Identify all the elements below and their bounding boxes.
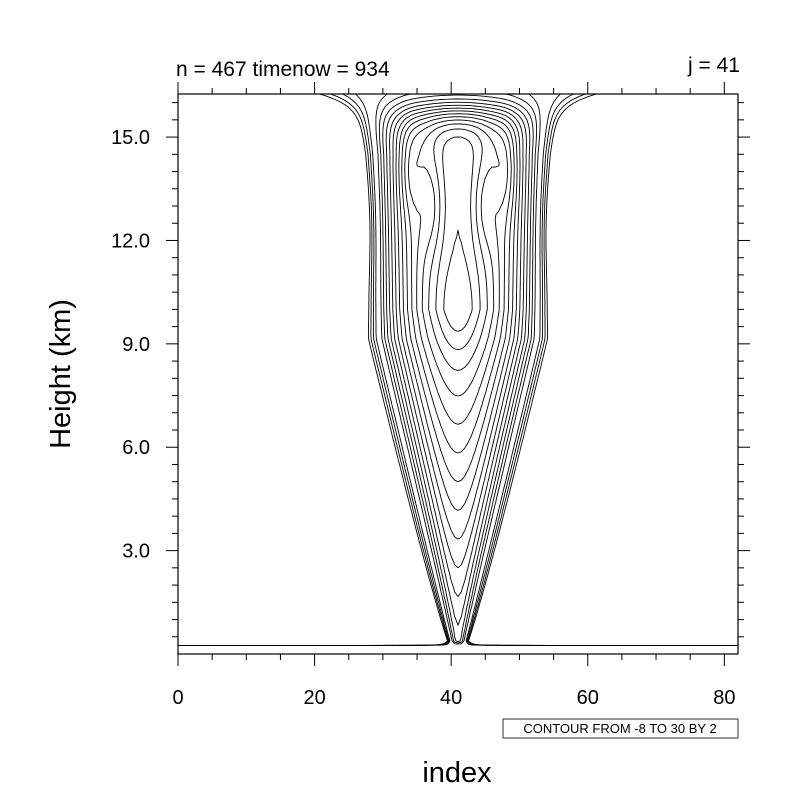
contour-line-level-18 bbox=[401, 113, 515, 483]
x-tick-label: 0 bbox=[172, 687, 183, 709]
contour-line-level-20 bbox=[404, 116, 512, 454]
contour-lines bbox=[178, 93, 738, 646]
contour-line-level-26 bbox=[428, 128, 488, 371]
contour-info-label: CONTOUR FROM -8 TO 30 BY 2 bbox=[523, 721, 716, 736]
y-axis: 3.0 6.0 9.0 12.0 15.0 bbox=[111, 102, 750, 638]
x-tick-label: 80 bbox=[713, 687, 735, 709]
contour-line-level-16 bbox=[398, 110, 518, 511]
y-axis-title: Height (km) bbox=[45, 299, 77, 449]
contour-line-level--8 bbox=[178, 93, 738, 646]
chart-title-right: j = 41 bbox=[687, 54, 740, 77]
x-tick-label: 40 bbox=[440, 687, 462, 709]
y-tick-label: 6.0 bbox=[122, 437, 150, 459]
contour-line-level-24 bbox=[416, 123, 500, 397]
y-tick-label: 15.0 bbox=[111, 127, 150, 149]
contour-line-level--6 bbox=[178, 93, 738, 646]
x-tick-label: 20 bbox=[303, 687, 325, 709]
contour-line-level-30 bbox=[443, 229, 473, 332]
x-axis-title: index bbox=[422, 757, 492, 789]
contour-line-level-22 bbox=[408, 119, 508, 425]
contour-info-box bbox=[502, 718, 739, 739]
contour-line-level-4 bbox=[378, 93, 538, 644]
contour-line-level--4 bbox=[178, 93, 738, 646]
x-axis: 0 20 40 60 80 bbox=[172, 82, 735, 709]
contour-line-level-12 bbox=[392, 104, 524, 569]
contour-line-level--2 bbox=[178, 93, 738, 646]
y-tick-label: 3.0 bbox=[122, 541, 150, 563]
contour-line-level-2 bbox=[375, 93, 541, 645]
chart-title-left: n = 467 timenow = 934 bbox=[176, 58, 390, 81]
contour-line-level-28 bbox=[435, 136, 481, 351]
y-tick-label: 9.0 bbox=[122, 334, 150, 356]
contour-line-level-10 bbox=[389, 101, 527, 597]
contour-line-level-8 bbox=[385, 98, 531, 626]
x-tick-label: 60 bbox=[577, 687, 599, 709]
y-tick-label: 12.0 bbox=[111, 230, 150, 252]
contour-line-level-6 bbox=[382, 94, 534, 643]
contour-line-level-14 bbox=[395, 107, 521, 540]
plot-frame bbox=[177, 93, 739, 655]
